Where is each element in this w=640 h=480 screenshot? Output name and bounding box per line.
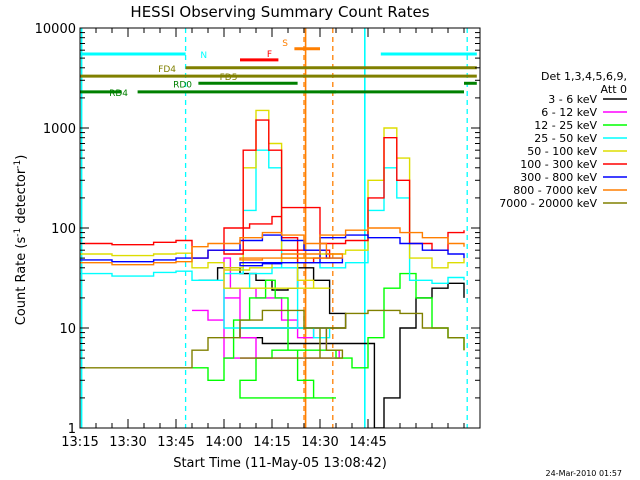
series-line-8 — [80, 309, 465, 369]
y-axis-label: Count Rate (s-1 detector-1) — [13, 155, 29, 326]
series-group — [80, 109, 465, 428]
series-line-2 — [192, 272, 465, 399]
x-tick-label: 14:00 — [205, 435, 242, 450]
x-tick-label: 13:15 — [61, 435, 98, 450]
ylabel-main: Count Rate (s — [14, 237, 29, 326]
legend-label-6: 300 - 800 keV — [520, 171, 597, 184]
bar-label-rd0: RD0 — [173, 80, 192, 90]
legend-label-7: 800 - 7000 keV — [513, 184, 597, 197]
ylabel-sup2: -1 — [13, 160, 23, 169]
footer-timestamp: 24-Mar-2010 01:57 — [546, 469, 623, 478]
bar-label-fd4: FD4 — [158, 65, 176, 75]
legend-label-5: 100 - 300 keV — [520, 158, 597, 171]
x-tick-label: 13:30 — [109, 435, 146, 450]
series-line-3 — [80, 149, 465, 339]
y-tick-label: 10 — [59, 322, 76, 337]
legend-label-8: 7000 - 20000 keV — [499, 197, 597, 210]
legend-label-4: 50 - 100 keV — [527, 145, 597, 158]
y-tick-label: 1 — [68, 422, 76, 437]
x-tick-label: 14:45 — [349, 435, 386, 450]
bars-group: N FS FD4 FD5 RD0 RD4 — [80, 39, 477, 99]
legend-label-2: 12 - 25 keV — [534, 119, 597, 132]
legend-header-line: Det 1,3,4,5,6,9, — [541, 70, 627, 83]
bar-label-s: S — [282, 39, 288, 49]
x-tick-label: 13:45 — [157, 435, 194, 450]
y-tick-label: 100 — [51, 222, 76, 237]
x-tick-label: 14:30 — [301, 435, 338, 450]
ylabel-end: ) — [14, 155, 29, 160]
bar-label-f: F — [267, 50, 272, 60]
x-tick-label: 14:15 — [253, 435, 290, 450]
y-tick-label: 1000 — [43, 122, 76, 137]
series-line-6 — [80, 234, 465, 267]
series-line-5 — [80, 119, 465, 264]
ylabel-sup1: -1 — [13, 228, 23, 237]
bar-label-rd4: RD4 — [109, 89, 128, 99]
legend-header-line: Att 0 — [601, 83, 627, 96]
chart-title: HESSI Observing Summary Count Rates — [130, 3, 429, 21]
y-tick-label: 10000 — [35, 22, 76, 37]
legend-label-0: 3 - 6 keV — [548, 93, 597, 106]
bar-label-fd5: FD5 — [220, 73, 238, 83]
legend-label-3: 25 - 50 keV — [534, 132, 597, 145]
axes-group: 1 10 100 1000 10000 13:15 13:30 13:45 14:00 14:15… — [35, 22, 481, 450]
series-line-7 — [80, 227, 465, 266]
x-axis-label: Start Time (11-May-05 13:08:42) — [173, 456, 387, 471]
bar-label-n: N — [200, 51, 207, 61]
legend-label-1: 6 - 12 keV — [541, 106, 597, 119]
svg-text:Count Rate (s-1 detector-1): Count Rate (s-1 detector-1) — [13, 155, 29, 326]
ylabel-mid: detector — [14, 168, 29, 228]
series-line-0 — [198, 267, 465, 428]
